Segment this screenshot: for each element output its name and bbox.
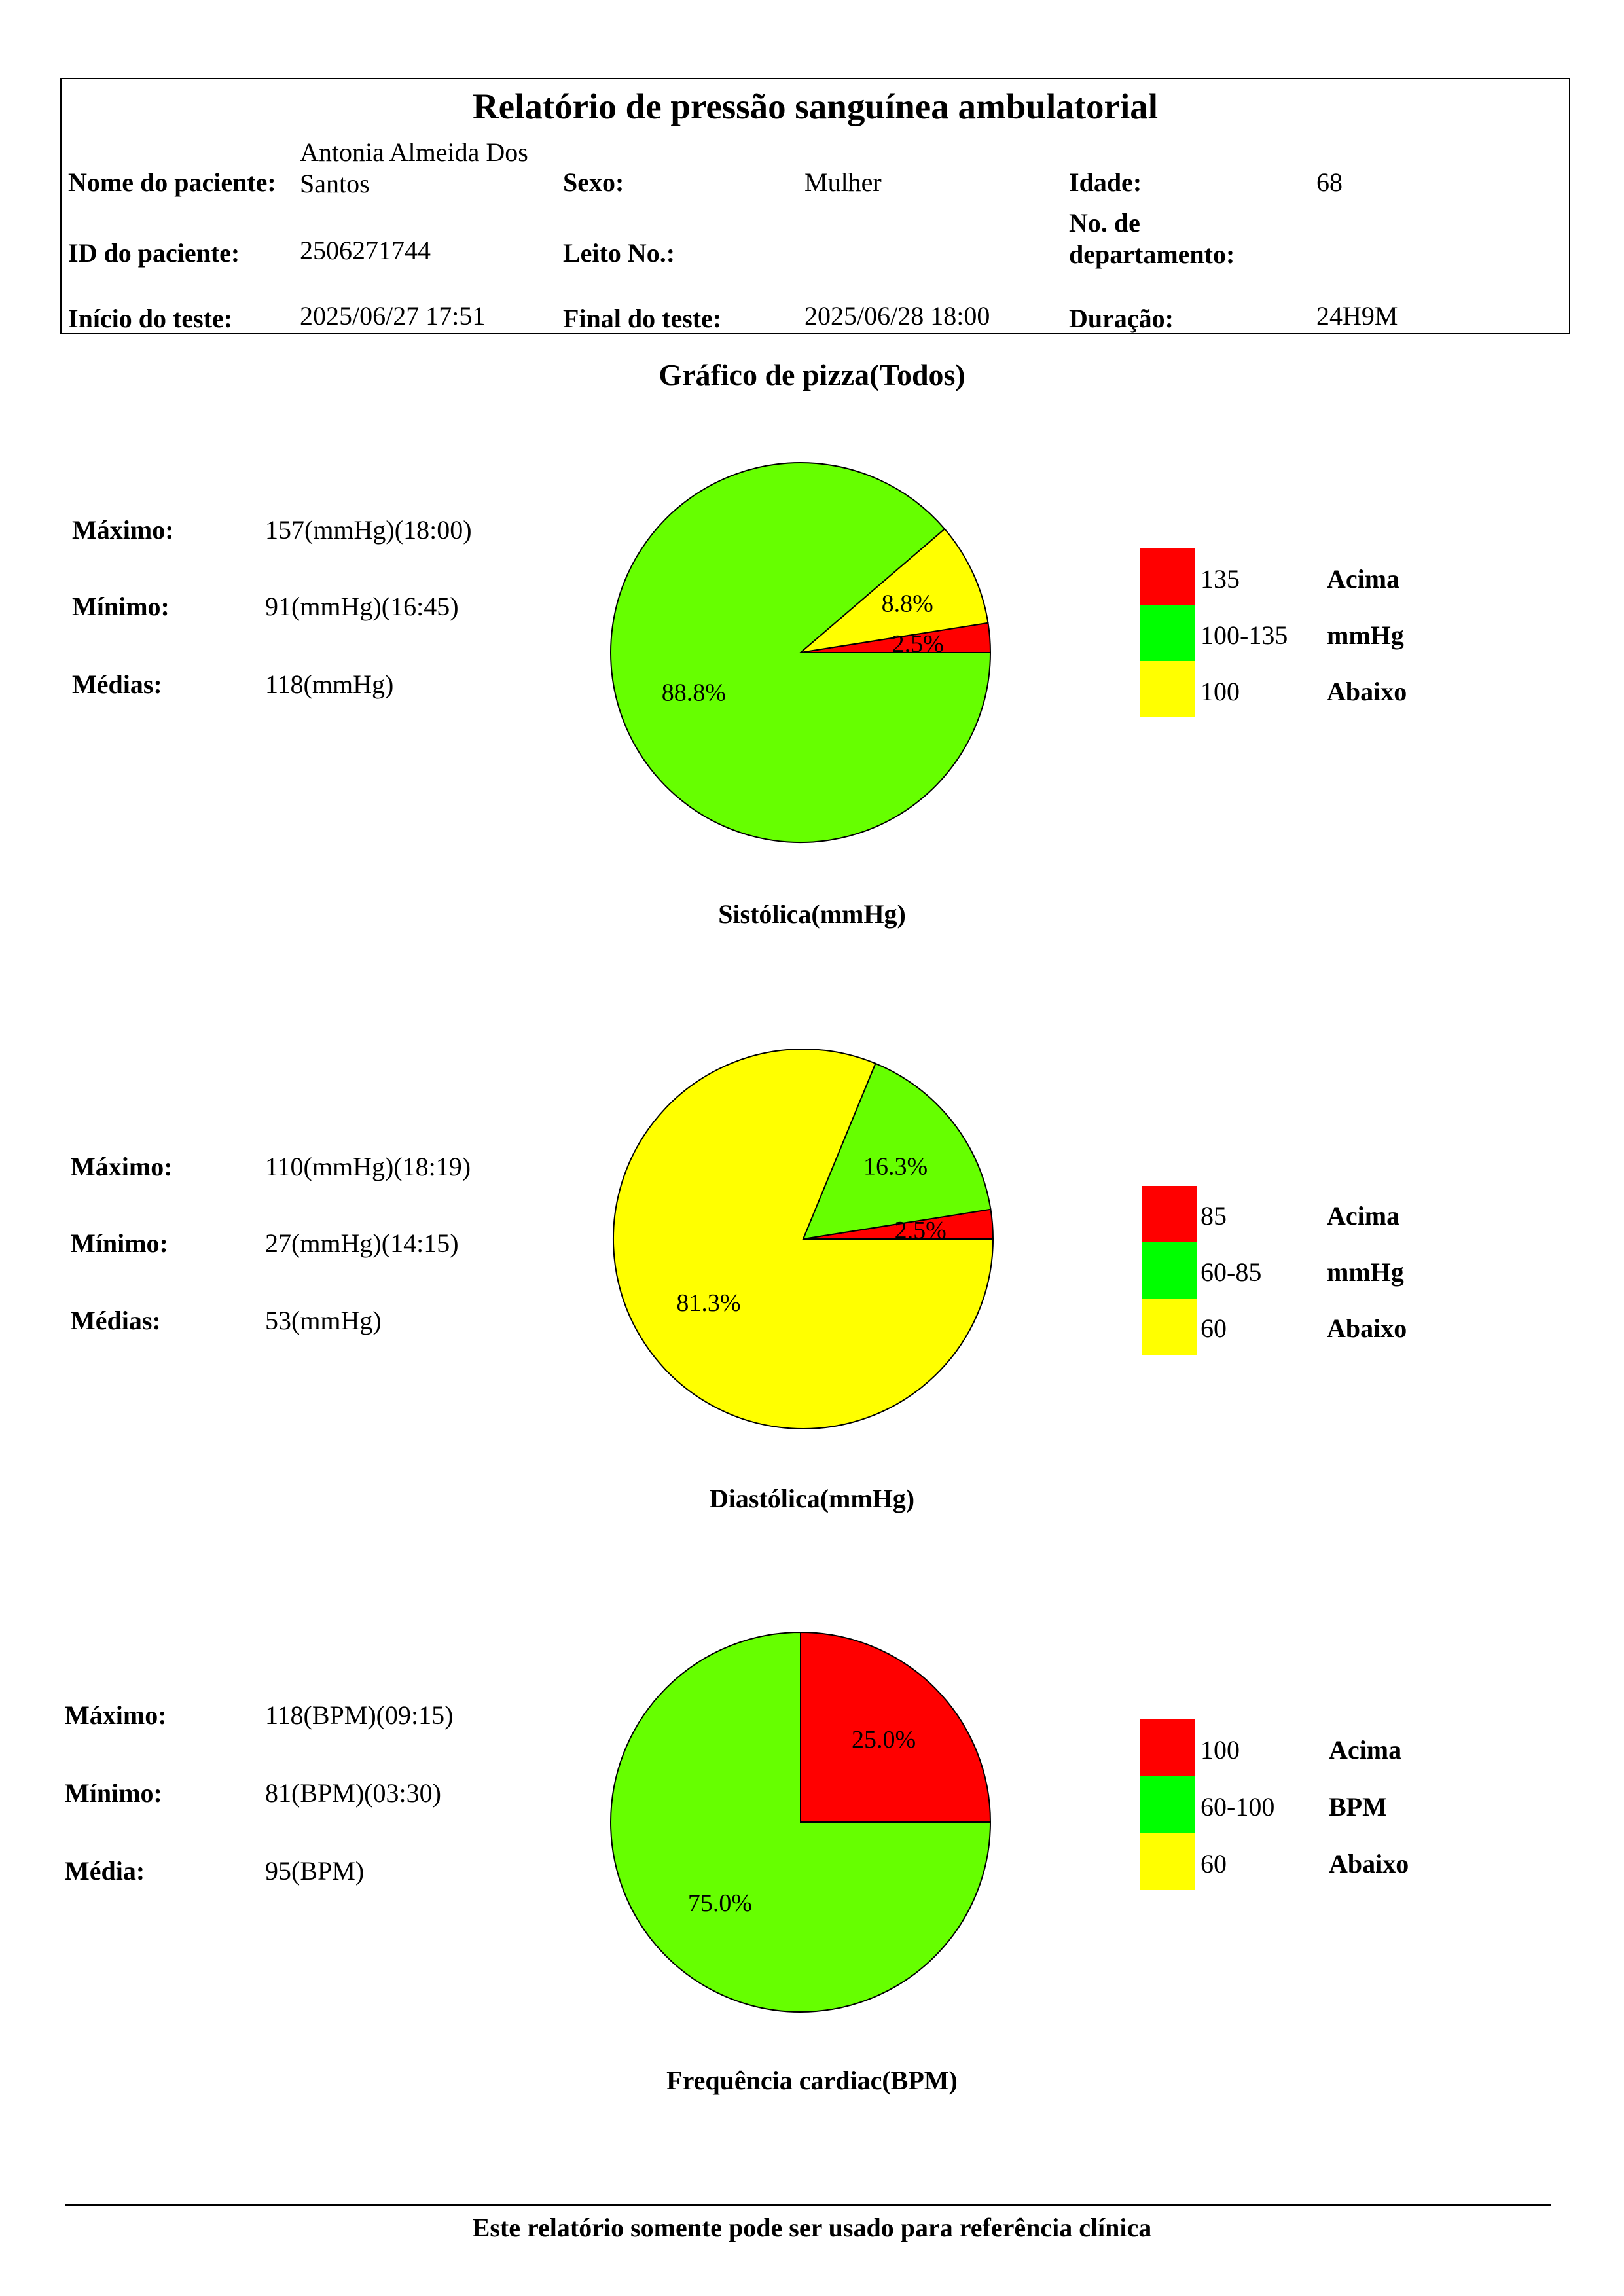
pie-slice-label: 2.5% bbox=[892, 630, 944, 658]
pie-slice-label: 8.8% bbox=[882, 590, 933, 618]
pie-slice-label: 75.0% bbox=[688, 1890, 752, 1917]
heart-rate-min-label: Mínimo: bbox=[65, 1778, 162, 1808]
heart-rate-avg-value: 95(BPM) bbox=[265, 1856, 365, 1886]
legend-range-normal: 100-135 bbox=[1200, 620, 1288, 650]
footer-divider bbox=[65, 2204, 1551, 2206]
pie-slice-above bbox=[800, 1631, 992, 1823]
test-end-value: 2025/06/28 18:00 bbox=[804, 301, 990, 331]
sex-label: Sexo: bbox=[563, 168, 624, 197]
legend-swatch-normal bbox=[1142, 1242, 1197, 1299]
heart-rate-max-label: Máximo: bbox=[65, 1700, 167, 1730]
systolic-chart-title: Sistólica(mmHg) bbox=[718, 899, 906, 929]
heart-rate-avg-label: Média: bbox=[65, 1856, 145, 1886]
section-title: Gráfico de pizza(Todos) bbox=[659, 358, 965, 391]
diastolic-min-label: Mínimo: bbox=[71, 1229, 168, 1258]
legend-range-normal: 60-85 bbox=[1200, 1257, 1262, 1287]
pie-slice-normal bbox=[610, 462, 992, 843]
legend-word-normal: BPM bbox=[1329, 1792, 1387, 1821]
pie-slice-label: 16.3% bbox=[863, 1153, 928, 1181]
legend-word-above: Acima bbox=[1329, 1735, 1402, 1765]
heart-rate-min-value: 81(BPM)(03:30) bbox=[265, 1778, 441, 1808]
systolic-avg-value: 118(mmHg) bbox=[265, 670, 394, 699]
diastolic-avg-label: Médias: bbox=[71, 1306, 161, 1335]
diastolic-max-value: 110(mmHg)(18:19) bbox=[265, 1152, 471, 1181]
legend-swatch-below bbox=[1142, 1299, 1197, 1355]
legend-swatch-normal bbox=[1140, 1776, 1195, 1833]
legend-word-normal: mmHg bbox=[1327, 1257, 1404, 1287]
pie-slice-normal bbox=[802, 1062, 992, 1240]
legend-range-below: 60 bbox=[1200, 1314, 1227, 1343]
legend-word-above: Acima bbox=[1327, 564, 1400, 594]
legend-range-above: 135 bbox=[1200, 564, 1240, 594]
systolic-max-value: 157(mmHg)(18:00) bbox=[265, 515, 472, 545]
legend-swatch-above bbox=[1140, 1719, 1195, 1776]
patient-name-value: Antonia Almeida Dos Santos bbox=[300, 137, 528, 198]
systolic-pie-chart: 2.5% 8.8% 88.8% bbox=[610, 462, 992, 843]
legend-swatch-above bbox=[1140, 548, 1195, 605]
pie-slice-below bbox=[613, 1049, 994, 1429]
bed-label: Leito No.: bbox=[563, 238, 676, 268]
test-start-value: 2025/06/27 17:51 bbox=[300, 301, 486, 331]
patient-name-label: Nome do paciente: bbox=[68, 168, 276, 197]
heart-rate-chart-title: Frequência cardiac(BPM) bbox=[666, 2066, 958, 2095]
legend-range-normal: 60-100 bbox=[1200, 1792, 1275, 1821]
heart-rate-pie-chart: 25.0% 75.0% bbox=[610, 1631, 992, 2013]
legend-swatch-below bbox=[1140, 1833, 1195, 1890]
report-header: Relatório de pressão sanguínea ambulator… bbox=[60, 78, 1570, 334]
pie-slice-normal bbox=[610, 1631, 992, 2013]
test-start-label: Início do teste: bbox=[68, 304, 233, 333]
legend-word-below: Abaixo bbox=[1327, 1314, 1407, 1343]
pie-slice-label: 2.5% bbox=[895, 1217, 947, 1244]
legend-range-below: 60 bbox=[1200, 1849, 1227, 1878]
patient-id-value: 2506271744 bbox=[300, 236, 431, 265]
pie-slice-label: 25.0% bbox=[852, 1726, 916, 1753]
heart-rate-max-value: 118(BPM)(09:15) bbox=[265, 1700, 454, 1730]
systolic-max-label: Máximo: bbox=[72, 515, 174, 545]
legend-word-normal: mmHg bbox=[1327, 620, 1404, 650]
pie-slice-below bbox=[798, 528, 989, 654]
department-label: No. de departamento: bbox=[1069, 208, 1235, 269]
legend-word-below: Abaixo bbox=[1329, 1849, 1409, 1878]
systolic-min-value: 91(mmHg)(16:45) bbox=[265, 592, 459, 621]
legend-range-above: 85 bbox=[1200, 1201, 1227, 1230]
legend-range-below: 100 bbox=[1200, 677, 1240, 706]
report-title: Relatório de pressão sanguínea ambulator… bbox=[472, 86, 1159, 126]
pie-slice-label: 88.8% bbox=[662, 679, 726, 706]
diastolic-chart-title: Diastólica(mmHg) bbox=[709, 1484, 915, 1513]
diastolic-pie-chart: 2.5% 16.3% 81.3% bbox=[613, 1049, 994, 1429]
sex-value: Mulher bbox=[804, 168, 882, 197]
pie-slice-label: 81.3% bbox=[676, 1289, 740, 1317]
legend-word-below: Abaixo bbox=[1327, 677, 1407, 706]
age-value: 68 bbox=[1316, 168, 1343, 197]
legend-swatch-below bbox=[1140, 661, 1195, 717]
footer-disclaimer: Este relatório somente pode ser usado pa… bbox=[472, 2213, 1152, 2242]
legend-swatch-above bbox=[1142, 1186, 1197, 1242]
systolic-avg-label: Médias: bbox=[72, 670, 162, 699]
duration-label: Duração: bbox=[1069, 304, 1174, 333]
patient-id-label: ID do paciente: bbox=[68, 238, 240, 268]
age-label: Idade: bbox=[1069, 168, 1142, 197]
systolic-min-label: Mínimo: bbox=[72, 592, 170, 621]
diastolic-avg-value: 53(mmHg) bbox=[265, 1306, 382, 1335]
legend-range-above: 100 bbox=[1200, 1735, 1240, 1765]
diastolic-max-label: Máximo: bbox=[71, 1152, 173, 1181]
duration-value: 24H9M bbox=[1316, 301, 1398, 331]
test-end-label: Final do teste: bbox=[563, 304, 722, 333]
legend-word-above: Acima bbox=[1327, 1201, 1400, 1230]
diastolic-min-value: 27(mmHg)(14:15) bbox=[265, 1229, 459, 1258]
legend-swatch-normal bbox=[1140, 605, 1195, 661]
